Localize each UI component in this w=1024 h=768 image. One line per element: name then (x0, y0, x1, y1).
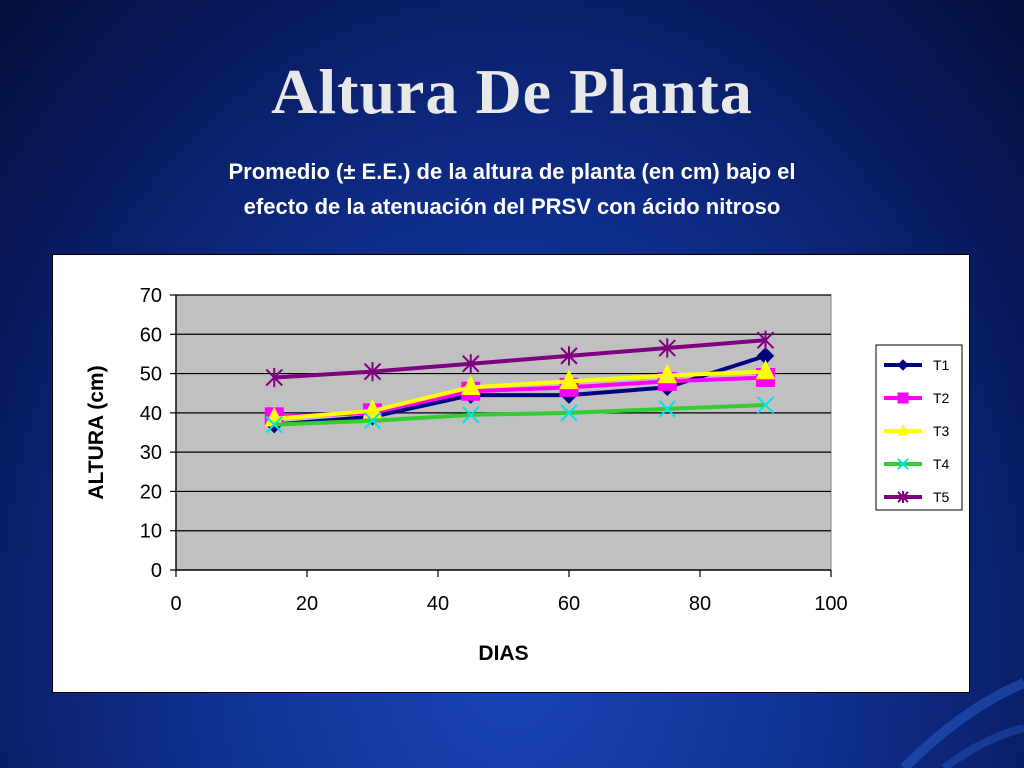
y-tick-label: 60 (140, 324, 162, 346)
marker-triangle (460, 375, 481, 396)
legend: T1 T2 T3 T4 T5 (875, 344, 963, 511)
marker-triangle (755, 359, 776, 380)
legend-label: T4 (933, 456, 950, 472)
legend-item-t3: T3 (884, 423, 950, 439)
marker-star (658, 338, 676, 358)
y-tick-label: 30 (140, 442, 162, 464)
y-tick-label: 40 (140, 403, 162, 425)
axes: 0 10 20 30 40 50 60 70 0 20 40 60 80 100 (140, 285, 848, 615)
marker-x (462, 406, 480, 424)
series-t5 (265, 330, 775, 388)
marker-x (560, 404, 578, 422)
legend-item-t4: T4 (884, 456, 950, 472)
series-t4 (265, 396, 775, 434)
marker-star (560, 346, 578, 366)
gridlines (176, 294, 831, 532)
series-t3 (264, 359, 776, 427)
y-tick-label: 10 (140, 521, 162, 543)
y-tick-label: 20 (140, 481, 162, 503)
marker-diamond (897, 359, 909, 371)
marker-star (462, 354, 480, 374)
x-tick-label: 80 (689, 593, 711, 615)
marker-star (756, 330, 775, 350)
y-axis-title: ALTURA (cm) (85, 365, 108, 499)
x-axis-title: DIAS (478, 642, 528, 665)
legend-label: T3 (933, 423, 950, 439)
line-chart: 0 10 20 30 40 50 60 70 0 20 40 60 80 100 DIAS ALTURA … (85, 285, 963, 665)
marker-x (363, 412, 382, 430)
slide-title: Altura De Planta (271, 56, 753, 127)
legend-label: T2 (933, 390, 950, 406)
x-tick-label: 0 (170, 593, 181, 615)
marker-triangle (362, 398, 383, 419)
legend-box (875, 344, 963, 511)
marker-star (265, 367, 283, 388)
x-tick-label: 20 (296, 593, 318, 615)
decorative-waves (900, 678, 1024, 768)
x-tick-label: 100 (814, 593, 847, 615)
legend-label: T1 (933, 357, 950, 373)
marker-star (897, 491, 909, 503)
marker-x (265, 415, 283, 434)
legend-item-t2: T2 (884, 390, 950, 406)
chart-subtitle: Promedio (± E.E.) de la altura de planta… (112, 154, 912, 224)
series-layer (264, 330, 776, 434)
y-tick-label: 0 (151, 560, 162, 582)
marker-triangle (657, 363, 678, 384)
plot-area (175, 294, 832, 571)
marker-square (897, 392, 909, 404)
subtitle-line-2: efecto de la atenuación del PRSV con áci… (243, 194, 781, 219)
marker-x (658, 400, 676, 418)
chart-frame: 0 10 20 30 40 50 60 70 0 20 40 60 80 100 DIAS ALTURA … (52, 254, 970, 693)
marker-x (756, 396, 775, 414)
legend-item-t1: T1 (884, 357, 950, 373)
subtitle-line-1: Promedio (± E.E.) de la altura de planta… (228, 159, 796, 184)
marker-triangle (897, 423, 909, 436)
series-line-t3 (274, 369, 766, 421)
y-tick-label: 70 (140, 285, 162, 307)
marker-x (897, 458, 909, 470)
x-tick-label: 60 (558, 593, 580, 615)
marker-triangle (559, 369, 579, 390)
series-line-t5 (274, 338, 766, 380)
series-line-t4 (274, 403, 766, 427)
legend-item-t5: T5 (884, 489, 950, 505)
y-tick-label: 50 (140, 364, 162, 386)
legend-label: T5 (933, 489, 950, 505)
x-tick-label: 40 (427, 593, 449, 615)
marker-star (363, 362, 382, 382)
